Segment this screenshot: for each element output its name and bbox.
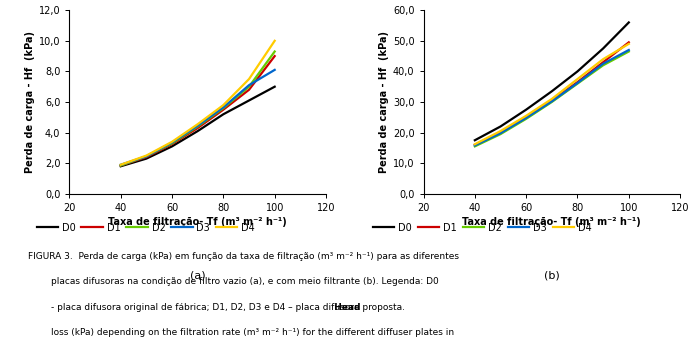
Text: loss (kPa) depending on the filtration rate (m³ m⁻² h⁻¹) for the different diffu: loss (kPa) depending on the filtration r… [28, 328, 454, 337]
Legend: D0, D1, D2, D3, D4: D0, D1, D2, D3, D4 [33, 219, 259, 237]
Text: - placa difusora original de fábrica; D1, D2, D3 e D4 – placa difusora proposta.: - placa difusora original de fábrica; D1… [28, 303, 405, 311]
Text: (b): (b) [544, 271, 559, 281]
X-axis label: Taxa de filtração- Tf (m³ m⁻² h⁻¹): Taxa de filtração- Tf (m³ m⁻² h⁻¹) [108, 217, 287, 227]
Legend: D0, D1, D2, D3, D4: D0, D1, D2, D3, D4 [369, 219, 595, 237]
Text: (a): (a) [190, 271, 205, 281]
X-axis label: Taxa de filtração- Tf (m³ m⁻² h⁻¹): Taxa de filtração- Tf (m³ m⁻² h⁻¹) [462, 217, 641, 227]
Text: Head: Head [28, 303, 360, 311]
Text: placas difusoras na condição de filtro vazio (a), e com meio filtrante (b). Lege: placas difusoras na condição de filtro v… [28, 277, 439, 286]
Y-axis label: Perda de carga - Hf  (kPa): Perda de carga - Hf (kPa) [24, 31, 35, 173]
Y-axis label: Perda de carga - Hf  (kPa): Perda de carga - Hf (kPa) [379, 31, 389, 173]
Text: FIGURA 3.  Perda de carga (kPa) em função da taxa de filtração (m³ m⁻² h⁻¹) para: FIGURA 3. Perda de carga (kPa) em função… [28, 252, 459, 260]
